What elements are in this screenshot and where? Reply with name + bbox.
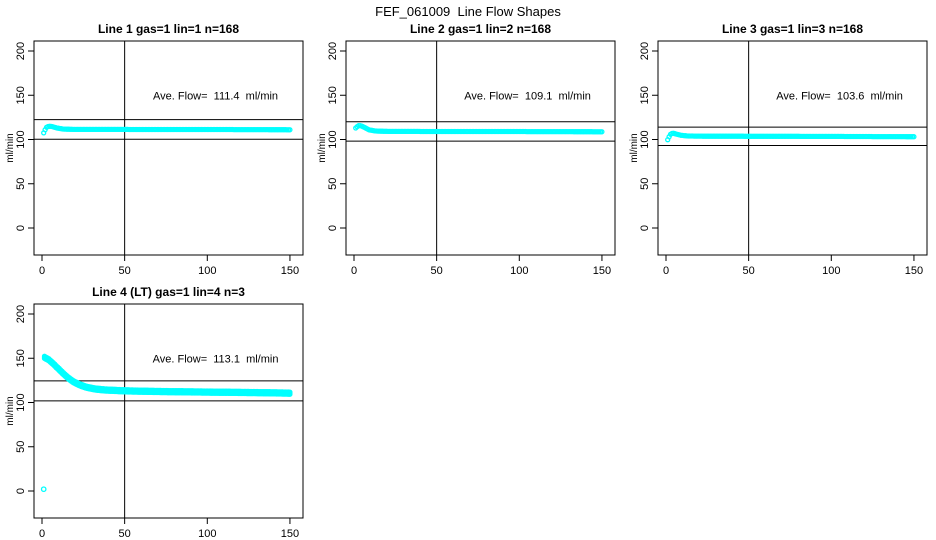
y-tick-label: 200 <box>327 42 339 60</box>
data-point <box>911 134 917 140</box>
subplot-2: 0 50 100 150 0 50 100 150 200 ml/min Line 2 gas=1 … <box>317 22 616 277</box>
y-tick-label: 0 <box>15 488 27 494</box>
y-tick-label: 150 <box>639 86 651 104</box>
x-tick-label: 50 <box>119 265 131 277</box>
y-tick-label: 50 <box>639 178 651 190</box>
y-tick-label: 50 <box>327 178 339 190</box>
y-axis-label: ml/min <box>5 396 16 425</box>
y-axis-label: ml/min <box>5 133 16 162</box>
y-tick-label: 0 <box>327 225 339 231</box>
y-tick-label: 100 <box>327 130 339 148</box>
subplot-1: 0 50 100 150 0 50 100 150 200 ml/min Line 1 gas=1 … <box>5 22 304 277</box>
y-axis-label: ml/min <box>317 133 328 162</box>
plot-box <box>657 40 928 256</box>
subplot-title: Line 3 gas=1 lin=3 n=168 <box>722 22 863 36</box>
subplot-title: Line 4 (LT) gas=1 lin=4 n=3 <box>92 285 245 299</box>
x-tick-label: 50 <box>119 528 131 540</box>
x-tick-label: 50 <box>743 265 755 277</box>
ave-flow-annotation: Ave. Flow= 113.1 ml/min <box>153 353 279 365</box>
x-tick-label: 0 <box>39 265 45 277</box>
y-tick-label: 100 <box>639 130 651 148</box>
y-tick-label: 100 <box>15 130 27 148</box>
y-tick-label: 200 <box>15 42 27 60</box>
y-tick-label: 100 <box>15 393 27 411</box>
x-tick-label: 150 <box>281 265 299 277</box>
data-point <box>287 127 293 133</box>
data-point <box>599 129 605 135</box>
x-tick-label: 0 <box>663 265 669 277</box>
x-tick-label: 50 <box>431 265 443 277</box>
x-tick-label: 0 <box>39 528 45 540</box>
y-tick-label: 50 <box>15 441 27 453</box>
data-points <box>665 130 917 143</box>
data-points <box>353 122 605 135</box>
data-point <box>287 389 293 395</box>
subplot-3: 0 50 100 150 0 50 100 150 200 ml/min Line 3 gas=1 … <box>629 22 928 277</box>
outlier-point <box>40 486 47 493</box>
y-tick-label: 0 <box>15 225 27 231</box>
ave-flow-annotation: Ave. Flow= 111.4 ml/min <box>153 90 278 102</box>
y-tick-label: 200 <box>639 42 651 60</box>
x-tick-label: 150 <box>905 265 923 277</box>
ave-flow-annotation: Ave. Flow= 109.1 ml/min <box>464 90 591 102</box>
plot-box <box>345 40 616 256</box>
y-tick-label: 0 <box>639 225 651 231</box>
y-tick-label: 150 <box>15 349 27 367</box>
x-tick-label: 0 <box>351 265 357 277</box>
y-tick-label: 50 <box>15 178 27 190</box>
y-tick-label: 150 <box>15 86 27 104</box>
plot-box <box>33 303 304 519</box>
x-tick-label: 100 <box>510 265 528 277</box>
data-points <box>41 123 293 136</box>
subplot-title: Line 1 gas=1 lin=1 n=168 <box>98 22 239 36</box>
x-tick-label: 100 <box>198 265 216 277</box>
y-tick-label: 150 <box>327 86 339 104</box>
y-tick-label: 200 <box>15 305 27 323</box>
x-tick-label: 150 <box>281 528 299 540</box>
figure-title: FEF_061009 Line Flow Shapes <box>375 4 561 19</box>
ave-flow-annotation: Ave. Flow= 103.6 ml/min <box>776 90 903 102</box>
x-tick-label: 100 <box>822 265 840 277</box>
plot-box <box>33 40 304 256</box>
data-points <box>40 353 293 493</box>
subplot-4: 0 50 100 150 0 50 100 150 200 ml/min Line 4 (LT) g… <box>5 285 304 540</box>
x-tick-label: 100 <box>198 528 216 540</box>
subplot-title: Line 2 gas=1 lin=2 n=168 <box>410 22 551 36</box>
x-tick-label: 150 <box>593 265 611 277</box>
y-axis-label: ml/min <box>629 133 640 162</box>
